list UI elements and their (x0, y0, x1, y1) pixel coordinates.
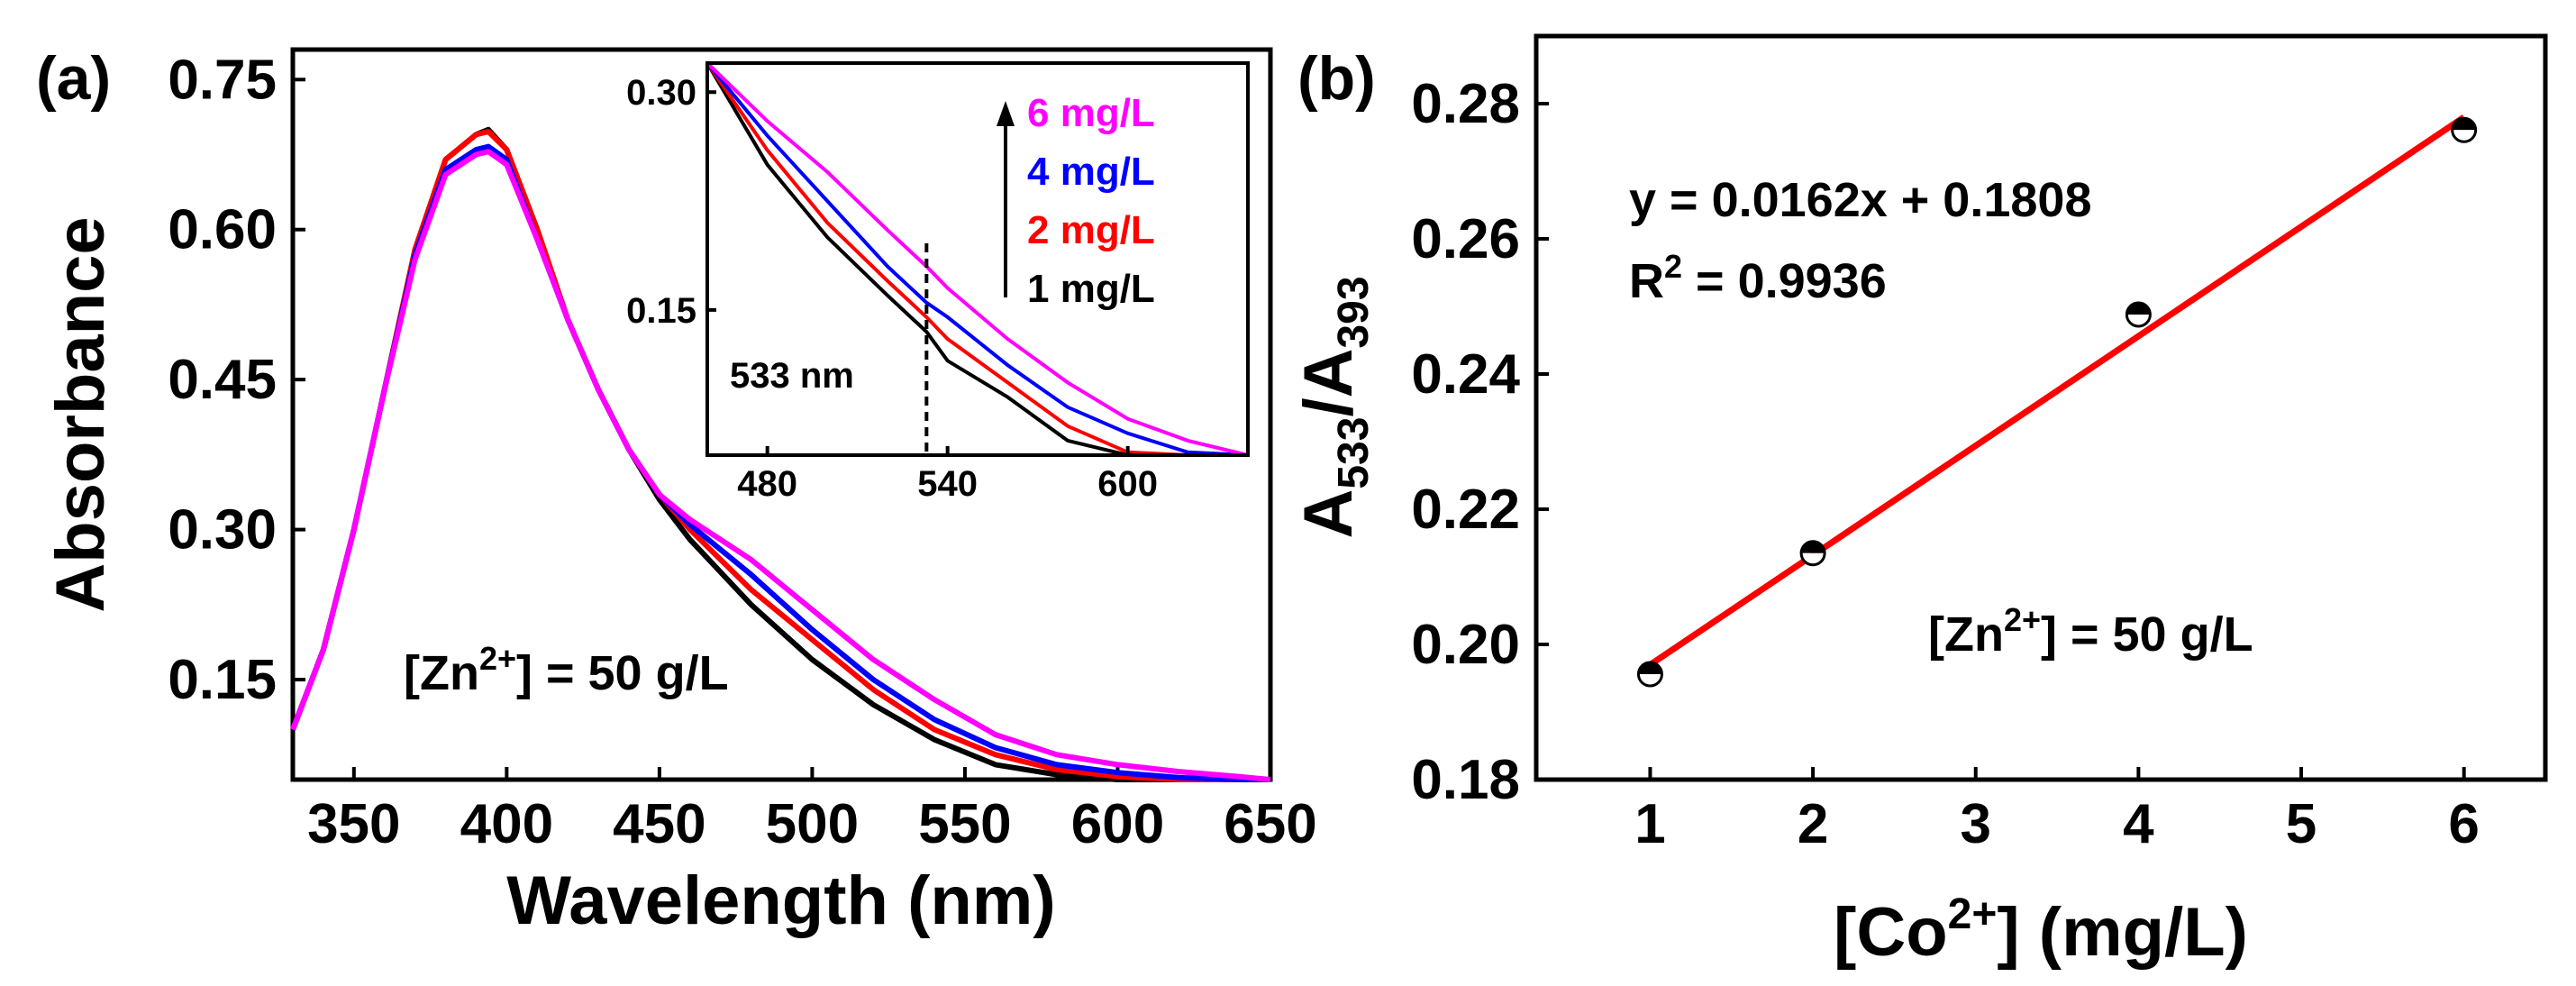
panel-a-plot-frame (290, 47, 1273, 782)
concentration-arrow-head (997, 101, 1015, 126)
panel-a-spectra (290, 126, 1271, 782)
inset-frame (705, 61, 1250, 457)
panel-b-y-axis-title: A533/A393 (1290, 276, 1378, 538)
panel-a-zn-value: ] = 50 g/L (516, 646, 729, 700)
data-point-outline (1636, 661, 1663, 688)
panel-b-y-title-a: A (1290, 489, 1367, 539)
inset-legend-entry: 6 mg/L (1027, 91, 1155, 135)
panel-b-x-tick-label: 6 (2448, 793, 2479, 855)
inset-y-ticks: 0.15 0.30 (626, 73, 716, 331)
panel-b-data-point (2451, 116, 2478, 143)
panel-a-x-tick-label: 600 (1071, 793, 1164, 855)
inset-legend: 6 mg/L 4 mg/L 2 mg/L 1 mg/L (997, 91, 1155, 311)
panel-b-r2-post: = 0.9936 (1682, 254, 1887, 308)
inset-legend-entry: 1 mg/L (1027, 267, 1155, 311)
panel-a-inset: 533 nm 480 540 600 0.15 0.30 6 mg/L 4 mg/L 2 … (626, 61, 1250, 504)
panel-b-y-tick-label: 0.20 (1411, 614, 1520, 676)
panel-b-x-tick-label: 3 (1960, 793, 1990, 855)
panel-a-zn-annotation: [Zn2+] = 50 g/L (404, 640, 729, 700)
panel-a-y-tick-label: 0.60 (168, 199, 277, 261)
inset-background (707, 63, 1248, 455)
panel-b-fit-equation: y = 0.0162x + 0.1808 (1629, 173, 2091, 227)
panel-b-zn-value: ] = 50 g/L (2041, 607, 2253, 662)
panel-b-x-tick-label: 2 (1798, 793, 1828, 855)
panel-a-y-tick-label: 0.45 (168, 349, 277, 411)
panel-a: (a) 350 400 450 500 550 600 650 0.150.300.450.… (36, 44, 1317, 939)
panel-a-x-ticks: 350 400 450 500 550 600 650 (307, 767, 1317, 855)
panel-b-data-point (1636, 661, 1663, 688)
panel-b-y-tick-label: 0.18 (1411, 749, 1520, 811)
panel-a-x-tick-label: 500 (766, 793, 859, 855)
panel-a-x-axis-title: Wavelength (nm) (506, 863, 1055, 939)
panel-b-x-tick-label: 1 (1634, 793, 1665, 855)
inset-spectrum-2-mg-l (705, 61, 1248, 457)
panel-b-x-title-sup: 2+ (1948, 890, 1998, 938)
panel-a-y-tick-label: 0.15 (168, 649, 277, 711)
panel-a-x-tick-label: 650 (1224, 793, 1316, 855)
inset-x-tick-label: 540 (917, 464, 978, 504)
inset-533nm-label: 533 nm (730, 356, 854, 396)
panel-b-r-squared: R2 = 0.9936 (1629, 248, 1887, 308)
panel-b-x-title-post: ] (mg/L) (1997, 894, 2248, 971)
panel-a-x-tick-label: 550 (918, 793, 1011, 855)
panel-b-y-tick-label: 0.26 (1411, 208, 1520, 270)
data-point-outline (2451, 116, 2478, 143)
panel-b-x-tick-label: 5 (2286, 793, 2317, 855)
panel-b-y-title-slash: /A (1290, 349, 1367, 417)
panel-a-zn-charge: 2+ (479, 640, 516, 677)
panel-a-y-ticks: 0.15 0.30 0.45 0.60 0.75 (168, 49, 305, 711)
panel-a-y-tick-label: 0.75 (168, 49, 277, 111)
panel-b-y-tick-label: 0.22 (1411, 479, 1520, 541)
panel-a-x-tick-label: 350 (307, 793, 400, 855)
inset-x-ticks: 480 540 600 (737, 446, 1158, 504)
panel-b-zn-text: [Zn (1928, 607, 2004, 662)
inset-spectrum-6-mg-l (705, 61, 1249, 457)
inset-y-tick-label: 0.15 (626, 291, 696, 331)
data-point-outline (1799, 540, 1826, 567)
data-point-outline (2125, 301, 2152, 328)
panel-b-y-title-sub1: 533 (1330, 417, 1378, 489)
panel-b-y-title-sub2: 393 (1330, 276, 1378, 348)
inset-spectrum-4-mg-l (705, 61, 1249, 457)
inset-x-tick-label: 600 (1097, 464, 1158, 504)
panel-b-x-ticks: 1 2 3 4 5 6 (1634, 767, 2480, 855)
panel-a-y-axis-title: Absorbance (42, 216, 119, 612)
panel-b-r2-pre: R (1629, 254, 1664, 308)
panel-a-x-tick-label: 450 (613, 793, 705, 855)
inset-legend-entry: 4 mg/L (1027, 150, 1155, 194)
panel-b-data-point (1799, 540, 1826, 567)
panel-b-y-tick-label: 0.24 (1411, 343, 1520, 406)
inset-y-tick-label: 0.30 (626, 73, 696, 113)
panel-b-y-tick-label: 0.28 (1411, 73, 1520, 135)
spectrum-6-mg-l (290, 149, 1271, 782)
panel-b-data-points (1636, 116, 2478, 688)
panel-b-x-axis-title: [Co2+] (mg/L) (1834, 890, 2248, 971)
panel-a-zn-text: [Zn (404, 646, 479, 700)
panel-b-r2-sup: 2 (1664, 248, 1682, 285)
inset-x-tick-label: 480 (737, 464, 797, 504)
panel-b-y-ticks: 0.18 0.20 0.22 0.24 0.26 0.28 (1411, 73, 1549, 811)
panel-b-plot-frame (1534, 33, 2548, 782)
panel-a-y-tick-label: 0.30 (168, 499, 277, 561)
panel-b-zn-annotation: [Zn2+] = 50 g/L (1928, 601, 2253, 662)
panel-b-label: (b) (1297, 44, 1376, 113)
panel-b-fit-line (1648, 114, 2466, 668)
panel-b-x-tick-label: 4 (2123, 793, 2154, 855)
panel-b-zn-charge: 2+ (2004, 601, 2041, 638)
inset-legend-entry: 2 mg/L (1027, 208, 1155, 252)
panel-b-x-title-pre: [Co (1834, 894, 1948, 971)
panel-a-x-tick-label: 400 (460, 793, 553, 855)
panel-a-label: (a) (36, 44, 111, 113)
panel-b-data-point (2125, 301, 2152, 328)
